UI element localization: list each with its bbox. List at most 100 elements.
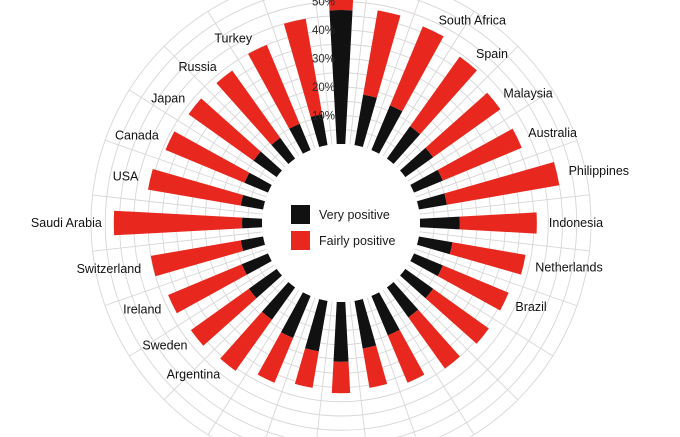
bar-segment-fairly-positive — [410, 56, 477, 135]
bar-segment-very-positive — [386, 281, 419, 318]
country-label: Japan — [151, 92, 185, 106]
grid-spoke — [366, 297, 417, 437]
grid-spoke — [419, 231, 590, 252]
grid-spoke — [207, 289, 300, 435]
bar-segment-very-positive — [329, 10, 353, 145]
country-label: Canada — [115, 128, 159, 142]
grid-spoke — [104, 248, 267, 306]
bar-segment-very-positive — [410, 253, 443, 277]
grid-spoke — [262, 0, 316, 149]
bar-segment-very-positive — [261, 281, 296, 320]
bar-segment-very-positive — [305, 298, 328, 352]
bar-segment-fairly-positive — [220, 311, 272, 371]
grid-ring — [104, 0, 578, 437]
bar-segment-fairly-positive — [362, 345, 388, 388]
country-label: Spain — [476, 47, 508, 61]
chart-hub — [262, 144, 420, 302]
bar-segment-fairly-positive — [248, 44, 300, 129]
bar-segment-very-positive — [419, 216, 460, 230]
legend-label: Fairly positive — [319, 234, 395, 248]
bar-segment-very-positive — [280, 292, 311, 339]
bar-segment-fairly-positive — [188, 98, 261, 161]
bar-segment-fairly-positive — [331, 361, 351, 394]
bar-segment-fairly-positive — [425, 288, 489, 344]
country-label: Australia — [528, 126, 577, 140]
bar-segment-very-positive — [410, 169, 443, 193]
grid-spoke — [315, 0, 333, 145]
country-label: USA — [113, 170, 139, 184]
country-label: Malaysia — [503, 86, 552, 100]
grid-spoke — [104, 139, 267, 198]
bar-segment-very-positive — [399, 268, 434, 299]
bar-segment-very-positive — [399, 147, 434, 178]
bar-segment-fairly-positive — [449, 242, 526, 275]
bar-segment-very-positive — [244, 172, 272, 193]
bar-segment-fairly-positive — [257, 332, 294, 383]
bar-segment-fairly-positive — [168, 264, 247, 314]
country-label: Russia — [178, 60, 216, 74]
bar-segment-fairly-positive — [387, 329, 425, 383]
bar-segment-fairly-positive — [148, 169, 244, 206]
bar-segment-very-positive — [241, 253, 272, 275]
country-label: Sweden — [142, 339, 187, 353]
grid-spoke — [396, 45, 519, 168]
hub-layer — [262, 144, 420, 302]
grid-spoke — [349, 301, 366, 437]
grid-spoke — [366, 0, 420, 149]
legend-label: Very positive — [319, 208, 390, 222]
grid-spoke — [415, 248, 578, 307]
bar-segment-very-positive — [333, 301, 349, 362]
axis-tick-label: 20% — [312, 82, 335, 94]
bar-segment-fairly-positive — [408, 309, 460, 369]
bar-segment-very-positive — [289, 123, 311, 154]
grid-spoke — [407, 264, 553, 357]
bar-segment-very-positive — [310, 114, 328, 148]
bar-segment-very-positive — [354, 298, 377, 349]
bar-segment-fairly-positive — [294, 348, 319, 388]
grid-spoke — [396, 278, 519, 401]
country-label: Argentina — [167, 367, 221, 381]
grid-spoke — [163, 45, 286, 168]
country-label: Ireland — [123, 302, 161, 316]
country-label: Switzerland — [77, 262, 142, 276]
bar-segment-fairly-positive — [425, 92, 501, 158]
bar-segment-fairly-positive — [190, 288, 257, 346]
grid-spoke — [407, 89, 553, 182]
bar-segment-fairly-positive — [437, 128, 522, 181]
bar-segment-very-positive — [271, 137, 296, 165]
legend-layer: Very positive Fairly positive — [291, 205, 395, 250]
grid-spoke — [129, 89, 275, 182]
bar-segment-fairly-positive — [328, 0, 354, 11]
grid-spoke — [163, 278, 286, 401]
grid-spoke — [349, 0, 367, 145]
bar-segment-fairly-positive — [113, 210, 243, 236]
country-label: Indonesia — [549, 216, 603, 230]
country-labels-layer: South Africa Spain Malaysia Australia Philip… — [31, 13, 629, 381]
bar-segment-fairly-positive — [150, 240, 244, 277]
bar-segment-very-positive — [371, 105, 403, 154]
bar-segment-very-positive — [386, 126, 421, 165]
grid-spoke — [316, 301, 333, 437]
country-label: Turkey — [214, 31, 252, 45]
bars-layer — [113, 0, 560, 394]
grid-spoke — [382, 289, 475, 435]
bar-segment-fairly-positive — [389, 26, 444, 112]
grid-spoke — [92, 231, 263, 252]
bar-segment-very-positive — [416, 193, 447, 210]
country-label: Philippines — [569, 164, 629, 178]
grid-spoke — [419, 194, 590, 215]
bar-segment-fairly-positive — [459, 212, 537, 234]
bar-segment-fairly-positive — [165, 131, 250, 183]
axis-tick-label: 40% — [312, 25, 335, 37]
country-label: South Africa — [439, 13, 506, 27]
bar-segment-very-positive — [240, 194, 266, 210]
axis-tick-label: 50% — [312, 0, 335, 9]
bar-segment-fairly-positive — [444, 161, 560, 205]
grid-ring — [90, 0, 592, 437]
grid-spoke — [265, 297, 316, 437]
bar-segment-very-positive — [371, 292, 400, 336]
bar-segment-very-positive — [253, 151, 283, 178]
bar-segment-fairly-positive — [216, 70, 281, 145]
